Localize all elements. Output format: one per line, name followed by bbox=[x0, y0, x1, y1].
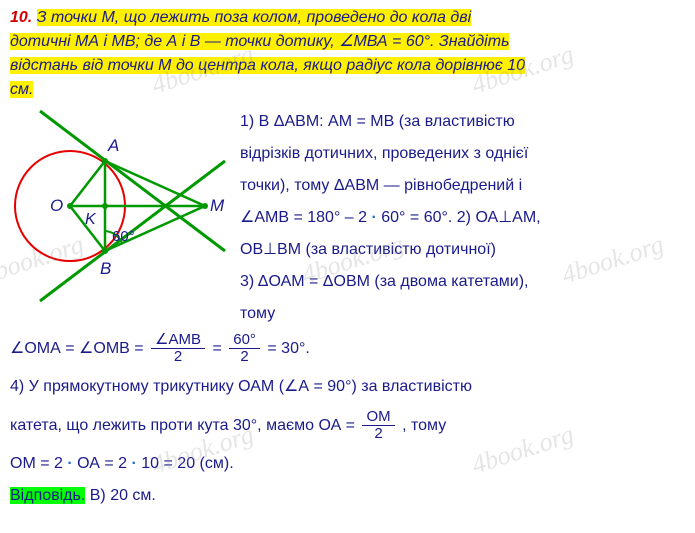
solution-line: ОМ = 2 · ОА = 2 · 10 = 20 (см). bbox=[10, 445, 685, 483]
equation-line: ∠ОМА = ∠ОМВ = ∠АМВ 2 = 60° 2 = 30°. bbox=[10, 330, 685, 368]
solution-block: 1) В ΔАВМ: АМ = МВ (за властивістю відрі… bbox=[240, 106, 685, 330]
radius-line bbox=[70, 161, 105, 206]
answer-label: Відповідь. bbox=[10, 487, 85, 504]
fraction: ОМ 2 bbox=[362, 409, 394, 443]
point bbox=[102, 248, 108, 254]
problem-line: дотичні МА і МВ; де А і В — точки дотику… bbox=[10, 33, 509, 50]
point bbox=[202, 203, 208, 209]
answer-line: Відповідь. В) 20 см. bbox=[10, 484, 685, 508]
point-label: K bbox=[85, 211, 97, 228]
solution-line: точки), тому ΔАВМ — рівнобедрений і bbox=[240, 170, 685, 202]
solution-line: катета, що лежить проти кута 30°, маємо … bbox=[10, 407, 685, 445]
problem-number: 10. bbox=[10, 9, 32, 26]
geometry-diagram: O A B M K 60° bbox=[10, 106, 230, 306]
angle-label: 60° bbox=[112, 228, 135, 245]
solution-line: ∠АМВ = 180° – 2 · 60° = 60°. 2) ОА⊥АМ, bbox=[240, 202, 685, 234]
solution-line: відрізків дотичних, проведених з однієї bbox=[240, 138, 685, 170]
problem-statement: 10. З точки М, що лежить поза колом, про… bbox=[10, 6, 685, 102]
solution-line: 4) У прямокутному трикутнику ОАМ (∠А = 9… bbox=[10, 368, 685, 406]
point-label: O bbox=[50, 196, 63, 215]
point-label: M bbox=[210, 196, 225, 215]
solution-line: тому bbox=[240, 298, 685, 330]
problem-line: см. bbox=[10, 81, 33, 98]
solution-line: ОВ⊥ВМ (за властивістю дотичної) bbox=[240, 234, 685, 266]
point-label: B bbox=[100, 259, 111, 278]
fraction: ∠АМВ 2 bbox=[151, 332, 205, 366]
solution-line: 3) ΔОАМ = ΔОВМ (за двома катетами), bbox=[240, 266, 685, 298]
point bbox=[102, 158, 108, 164]
fraction: 60° 2 bbox=[229, 332, 260, 366]
solution-line: 1) В ΔАВМ: АМ = МВ (за властивістю bbox=[240, 106, 685, 138]
answer-text: В) 20 см. bbox=[85, 487, 156, 504]
problem-line: З точки М, що лежить поза колом, проведе… bbox=[37, 9, 471, 26]
point bbox=[67, 203, 73, 209]
point-label: A bbox=[107, 136, 119, 155]
point bbox=[102, 203, 108, 209]
problem-line: відстань від точки М до центра кола, якщ… bbox=[10, 57, 525, 74]
